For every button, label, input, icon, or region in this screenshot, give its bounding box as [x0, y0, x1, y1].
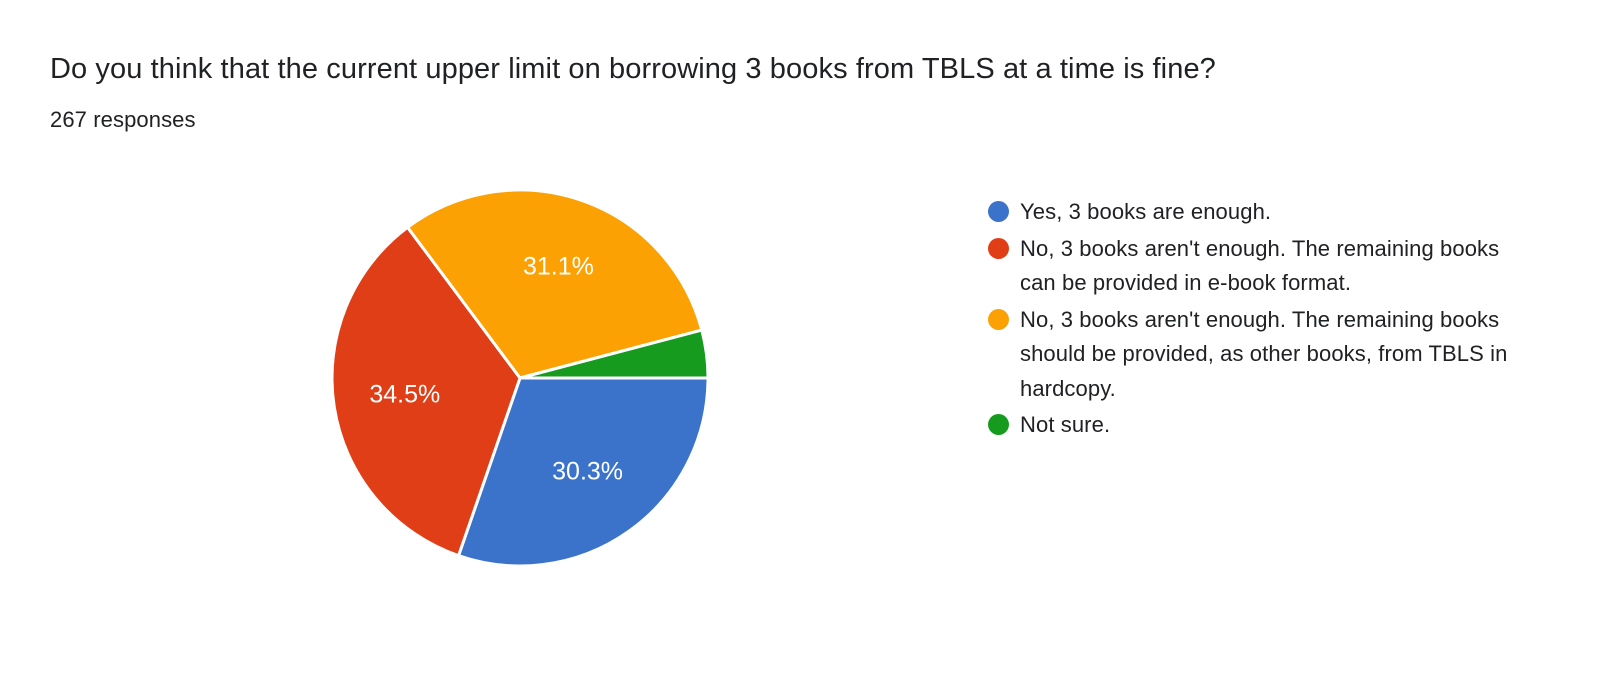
pie-label-group: 30.3% 34.5% 31.1% [369, 253, 623, 486]
legend-color-swatch-icon [988, 237, 1009, 259]
pie-slice[interactable] [518, 328, 710, 380]
pie-slice-label: 30.3% [552, 458, 623, 486]
legend-item-label: Yes, 3 books are enough. [1020, 199, 1272, 224]
page-title: Do you think that the current upper limi… [50, 53, 1216, 85]
pie-slice-label: 34.5% [369, 381, 440, 409]
chart-area: 30.3% 34.5% 31.1% Yes, 3 books are enough.… [0, 150, 1600, 670]
pie-slice-group [330, 188, 710, 568]
legend-item-label: No, 3 books aren't enough. The remaining… [1020, 235, 1500, 296]
legend-item[interactable]: No, 3 books aren't enough. The remaining… [988, 232, 1508, 301]
pie-slice[interactable] [406, 188, 704, 380]
response-count: 267 responses [50, 107, 196, 132]
pie-slice[interactable] [457, 376, 710, 568]
legend-color-swatch-icon [988, 414, 1009, 435]
pie-slice[interactable] [330, 225, 522, 558]
legend-item[interactable]: Not sure. [988, 408, 1508, 443]
legend-item-label: Not sure. [1020, 412, 1111, 437]
pie-chart: 30.3% 34.5% 31.1% [330, 188, 710, 568]
legend-color-swatch-icon [988, 308, 1009, 330]
legend-item[interactable]: No, 3 books aren't enough. The remaining… [988, 303, 1508, 407]
legend-item[interactable]: Yes, 3 books are enough. [988, 195, 1508, 230]
chart-legend: Yes, 3 books are enough. No, 3 books aren… [988, 195, 1508, 445]
legend-item-label: No, 3 books aren't enough. The remaining… [1020, 306, 1508, 401]
legend-color-swatch-icon [988, 201, 1009, 222]
pie-slice-label: 31.1% [523, 253, 594, 281]
